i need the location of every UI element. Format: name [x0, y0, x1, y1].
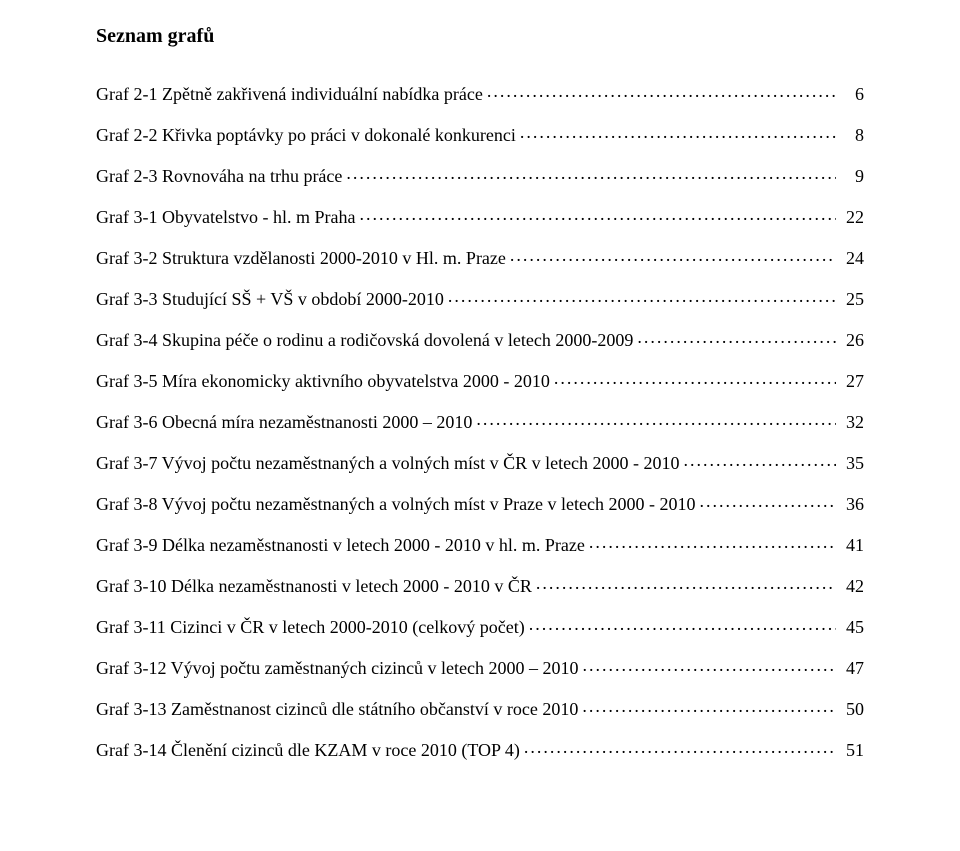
toc-entry: Graf 3-8 Vývoj počtu nezaměstnaných a vo…: [96, 492, 864, 513]
toc-leader-dots: [346, 164, 836, 182]
toc-leader-dots: [529, 615, 836, 633]
toc-entry-page: 6: [840, 85, 864, 103]
toc-entry: Graf 3-14 Členění cizinců dle KZAM v roc…: [96, 738, 864, 759]
table-of-contents: Graf 2-1 Zpětně zakřivená individuální n…: [96, 82, 864, 759]
toc-leader-dots: [637, 328, 836, 346]
toc-leader-dots: [583, 656, 836, 674]
toc-entry: Graf 3-3 Studující SŠ + VŠ v období 2000…: [96, 287, 864, 308]
toc-entry: Graf 3-5 Míra ekonomicky aktivního obyva…: [96, 369, 864, 390]
toc-entry: Graf 3-6 Obecná míra nezaměstnanosti 200…: [96, 410, 864, 431]
toc-entry-label: Graf 3-4 Skupina péče o rodinu a rodičov…: [96, 331, 633, 349]
toc-entry-label: Graf 3-13 Zaměstnanost cizinců dle státn…: [96, 700, 578, 718]
toc-entry-label: Graf 3-10 Délka nezaměstnanosti v letech…: [96, 577, 532, 595]
toc-entry-label: Graf 2-1 Zpětně zakřivená individuální n…: [96, 85, 483, 103]
toc-entry-page: 50: [840, 700, 864, 718]
toc-entry-label: Graf 3-2 Struktura vzdělanosti 2000-2010…: [96, 249, 506, 267]
toc-entry-label: Graf 3-9 Délka nezaměstnanosti v letech …: [96, 536, 585, 554]
toc-entry-label: Graf 3-3 Studující SŠ + VŠ v období 2000…: [96, 290, 444, 308]
toc-entry-label: Graf 3-11 Cizinci v ČR v letech 2000-201…: [96, 618, 525, 636]
toc-entry: Graf 2-1 Zpětně zakřivená individuální n…: [96, 82, 864, 103]
toc-entry: Graf 3-1 Obyvatelstvo - hl. m Praha 22: [96, 205, 864, 226]
toc-entry: Graf 3-13 Zaměstnanost cizinců dle státn…: [96, 697, 864, 718]
toc-entry-page: 22: [840, 208, 864, 226]
toc-leader-dots: [476, 410, 836, 428]
toc-entry-page: 8: [840, 126, 864, 144]
toc-entry-page: 24: [840, 249, 864, 267]
toc-entry-label: Graf 2-2 Křivka poptávky po práci v doko…: [96, 126, 516, 144]
toc-leader-dots: [520, 123, 836, 141]
toc-leader-dots: [554, 369, 836, 387]
toc-entry-label: Graf 3-5 Míra ekonomicky aktivního obyva…: [96, 372, 550, 390]
toc-entry-label: Graf 3-12 Vývoj počtu zaměstnaných cizin…: [96, 659, 579, 677]
toc-entry: Graf 3-2 Struktura vzdělanosti 2000-2010…: [96, 246, 864, 267]
toc-entry-page: 45: [840, 618, 864, 636]
toc-entry-page: 26: [840, 331, 864, 349]
toc-leader-dots: [536, 574, 836, 592]
toc-entry: Graf 3-9 Délka nezaměstnanosti v letech …: [96, 533, 864, 554]
toc-entry-page: 25: [840, 290, 864, 308]
toc-entry: Graf 2-2 Křivka poptávky po práci v doko…: [96, 123, 864, 144]
toc-entry: Graf 3-7 Vývoj počtu nezaměstnaných a vo…: [96, 451, 864, 472]
toc-entry: Graf 3-12 Vývoj počtu zaměstnaných cizin…: [96, 656, 864, 677]
toc-leader-dots: [448, 287, 836, 305]
toc-entry-label: Graf 3-6 Obecná míra nezaměstnanosti 200…: [96, 413, 472, 431]
toc-leader-dots: [684, 451, 836, 469]
toc-entry: Graf 2-3 Rovnováha na trhu práce 9: [96, 164, 864, 185]
toc-leader-dots: [589, 533, 836, 551]
toc-entry: Graf 3-11 Cizinci v ČR v letech 2000-201…: [96, 615, 864, 636]
toc-entry-label: Graf 2-3 Rovnováha na trhu práce: [96, 167, 342, 185]
toc-entry-label: Graf 3-8 Vývoj počtu nezaměstnaných a vo…: [96, 495, 696, 513]
toc-entry: Graf 3-4 Skupina péče o rodinu a rodičov…: [96, 328, 864, 349]
toc-entry-page: 35: [840, 454, 864, 472]
toc-leader-dots: [510, 246, 836, 264]
toc-entry-label: Graf 3-1 Obyvatelstvo - hl. m Praha: [96, 208, 355, 226]
toc-leader-dots: [524, 738, 836, 756]
toc-entry-page: 27: [840, 372, 864, 390]
toc-entry-page: 51: [840, 741, 864, 759]
toc-leader-dots: [700, 492, 836, 510]
toc-entry-page: 42: [840, 577, 864, 595]
toc-leader-dots: [582, 697, 836, 715]
toc-entry-page: 47: [840, 659, 864, 677]
document-page: Seznam grafů Graf 2-1 Zpětně zakřivená i…: [0, 0, 960, 851]
toc-leader-dots: [487, 82, 836, 100]
toc-entry: Graf 3-10 Délka nezaměstnanosti v letech…: [96, 574, 864, 595]
toc-leader-dots: [359, 205, 836, 223]
toc-entry-label: Graf 3-14 Členění cizinců dle KZAM v roc…: [96, 741, 520, 759]
toc-entry-label: Graf 3-7 Vývoj počtu nezaměstnaných a vo…: [96, 454, 680, 472]
toc-entry-page: 9: [840, 167, 864, 185]
page-title: Seznam grafů: [96, 26, 864, 46]
toc-entry-page: 32: [840, 413, 864, 431]
toc-entry-page: 36: [840, 495, 864, 513]
toc-entry-page: 41: [840, 536, 864, 554]
